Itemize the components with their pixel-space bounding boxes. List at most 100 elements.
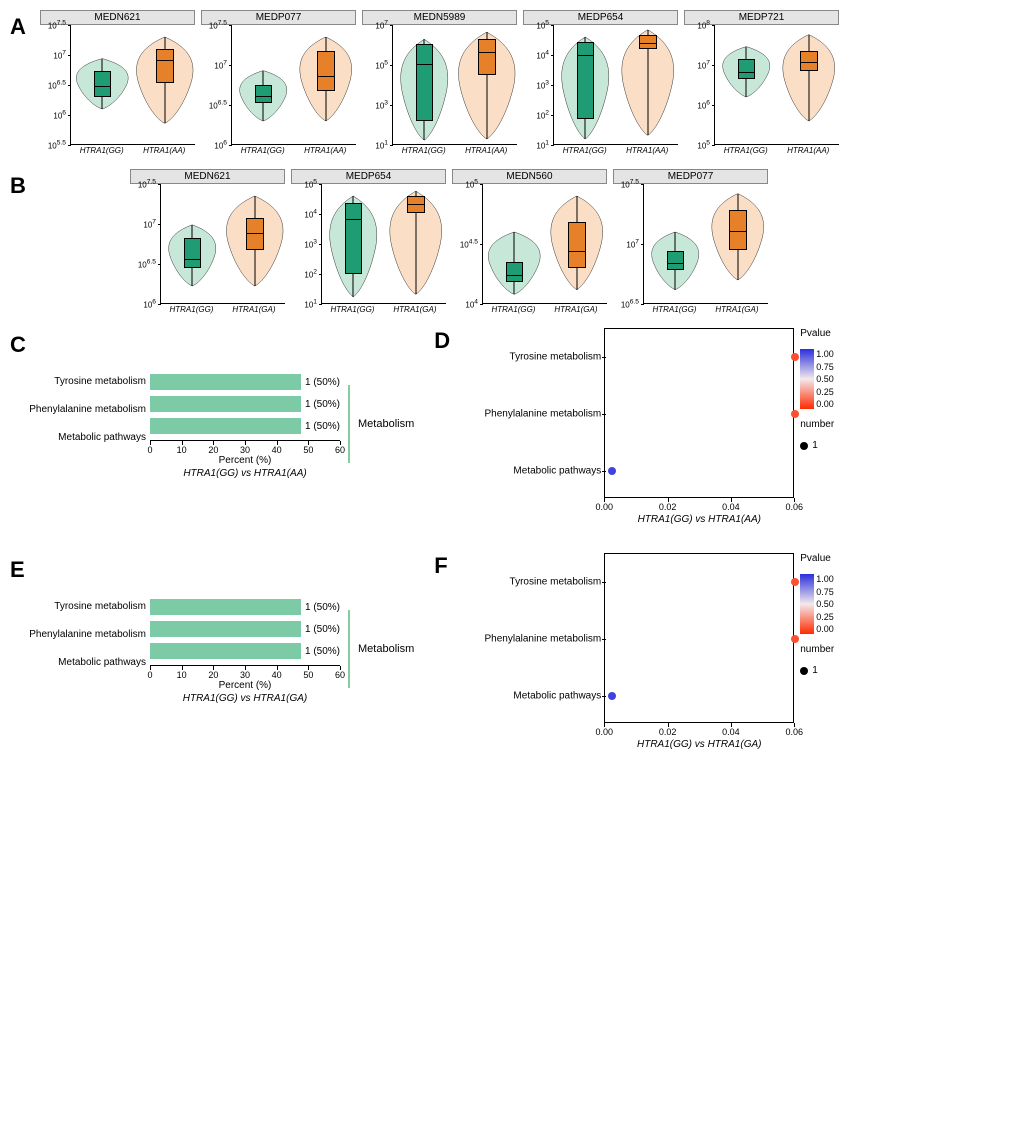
violin-shape <box>644 184 769 304</box>
bar-value-label: 1 (50%) <box>305 399 340 410</box>
bar-category-label: Tyrosine metabolism <box>29 601 146 612</box>
x-tick-label: 50 <box>303 445 313 455</box>
bar <box>150 374 301 390</box>
number-legend-dot <box>800 667 808 675</box>
group-label-c: Metabolism <box>358 418 414 430</box>
panel-a-violins: MEDN621107.5107106.5106105.5HTRA1(GG)HTR… <box>40 10 1010 155</box>
figure: A MEDN621107.5107106.5106105.5HTRA1(GG)H… <box>10 10 1010 750</box>
violin-cell: MEDP721108107106105HTRA1(GG)HTRA1(AA) <box>684 10 839 155</box>
number-legend-value: 1 <box>812 440 818 451</box>
y-tick-label: 104 <box>536 50 549 61</box>
x-category-label: HTRA1(GG) <box>169 305 213 314</box>
x-tick-label: 30 <box>240 670 250 680</box>
pvalue-tick-label: 0.75 <box>816 362 834 372</box>
legend-number-title: number <box>800 644 834 655</box>
y-tick-label: 101 <box>375 140 388 151</box>
y-tick-label: 103 <box>375 100 388 111</box>
violin-shape <box>322 184 447 304</box>
x-category-label: HTRA1(GG) <box>491 305 535 314</box>
violin-plot-area <box>714 25 839 145</box>
y-tick-label: 105.5 <box>48 140 66 151</box>
dot-point <box>608 692 616 700</box>
dot-point <box>791 410 799 418</box>
legend-number-title: number <box>800 419 834 430</box>
panel-c-label: C <box>10 328 40 358</box>
comparison-label: HTRA1(GG) vs HTRA1(AA) <box>150 468 340 479</box>
violin-shape <box>715 25 840 145</box>
bar-value-label: 1 (50%) <box>305 377 340 388</box>
violin-shape <box>161 184 286 304</box>
x-tick-label: 0.06 <box>785 502 803 512</box>
x-tick-label: 0.00 <box>595 502 613 512</box>
x-category-label: HTRA1(AA) <box>626 146 668 155</box>
y-tick-label: 106 <box>143 299 156 310</box>
violin-cell: MEDN5989107105103101HTRA1(GG)HTRA1(AA) <box>362 10 517 155</box>
panel-d-label: D <box>434 324 464 354</box>
y-tick-label: 102 <box>536 110 549 121</box>
x-category-label: HTRA1(GA) <box>232 305 275 314</box>
panel-f-label: F <box>434 549 464 579</box>
x-tick-label: 40 <box>272 445 282 455</box>
boxplot-box <box>729 210 747 250</box>
bar-category-label: Metabolic pathways <box>29 432 146 443</box>
pvalue-tick-label: 0.25 <box>816 387 834 397</box>
x-category-label: HTRA1(GG) <box>330 305 374 314</box>
y-tick-label: 107.5 <box>138 179 156 190</box>
group-bracket <box>348 610 350 688</box>
number-legend-dot <box>800 442 808 450</box>
y-tick-label: 106.5 <box>48 80 66 91</box>
number-legend-value: 1 <box>812 665 818 676</box>
panel-f-dot-plot: Tyrosine metabolismPhenylalanine metabol… <box>604 553 834 750</box>
dot-y-label: Phenylalanine metabolism <box>485 634 602 645</box>
violin-plot-area <box>231 25 356 145</box>
x-category-label: HTRA1(GA) <box>715 305 758 314</box>
bar-category-label: Phenylalanine metabolism <box>29 404 146 415</box>
panel-cd-row: C Tyrosine metabolismPhenylalanine metab… <box>10 328 1010 525</box>
pvalue-colorbar <box>800 574 814 634</box>
x-tick-label: 0.02 <box>659 502 677 512</box>
violin-shape <box>71 25 196 145</box>
bar <box>150 599 301 615</box>
violin-shape <box>232 25 357 145</box>
dot-plot-area: Tyrosine metabolismPhenylalanine metabol… <box>604 553 794 723</box>
violin-plot-area <box>321 184 446 304</box>
bar-category-label: Phenylalanine metabolism <box>29 629 146 640</box>
y-tick-label: 105 <box>697 140 710 151</box>
x-category-label: HTRA1(AA) <box>143 146 185 155</box>
x-tick-label: 20 <box>208 445 218 455</box>
violin-plot-area <box>70 25 195 145</box>
x-tick-label: 40 <box>272 670 282 680</box>
x-category-label: HTRA1(GG) <box>80 146 124 155</box>
boxplot-box <box>800 51 818 70</box>
dot-plot-area: Tyrosine metabolismPhenylalanine metabol… <box>604 328 794 498</box>
bar-value-label: 1 (50%) <box>305 646 340 657</box>
panel-c-bar-chart: Tyrosine metabolismPhenylalanine metabol… <box>150 368 414 479</box>
y-tick-label: 107.5 <box>209 20 227 31</box>
y-tick-label: 107 <box>53 50 66 61</box>
y-tick-label: 104 <box>465 299 478 310</box>
y-tick-label: 107 <box>626 239 639 250</box>
x-tick-label: 10 <box>177 670 187 680</box>
y-tick-label: 107 <box>143 219 156 230</box>
group-bracket <box>348 385 350 463</box>
y-tick-label: 104.5 <box>460 239 478 250</box>
violin-cell: MEDP654105104103102101HTRA1(GG)HTRA1(GA) <box>291 169 446 314</box>
boxplot-box <box>246 218 264 250</box>
x-category-label: HTRA1(GA) <box>554 305 597 314</box>
y-tick-label: 106.5 <box>138 259 156 270</box>
x-category-label: HTRA1(GA) <box>393 305 436 314</box>
dot-point <box>791 353 799 361</box>
boxplot-box <box>568 222 586 268</box>
x-axis-label: HTRA1(GG) vs HTRA1(GA) <box>604 739 794 750</box>
dot-y-label: Metabolic pathways <box>513 690 601 701</box>
y-tick-label: 106 <box>214 140 227 151</box>
bar-area: 1 (50%)1 (50%)1 (50%) <box>150 599 340 666</box>
x-tick-label: 0.02 <box>659 727 677 737</box>
x-axis-label: Percent (%) <box>150 680 340 691</box>
x-category-label: HTRA1(AA) <box>304 146 346 155</box>
y-tick-label: 107 <box>214 60 227 71</box>
x-category-label: HTRA1(GG) <box>563 146 607 155</box>
bar-category-label: Tyrosine metabolism <box>29 376 146 387</box>
x-category-label: HTRA1(AA) <box>787 146 829 155</box>
violin-cell: MEDN560105104.5104HTRA1(GG)HTRA1(GA) <box>452 169 607 314</box>
